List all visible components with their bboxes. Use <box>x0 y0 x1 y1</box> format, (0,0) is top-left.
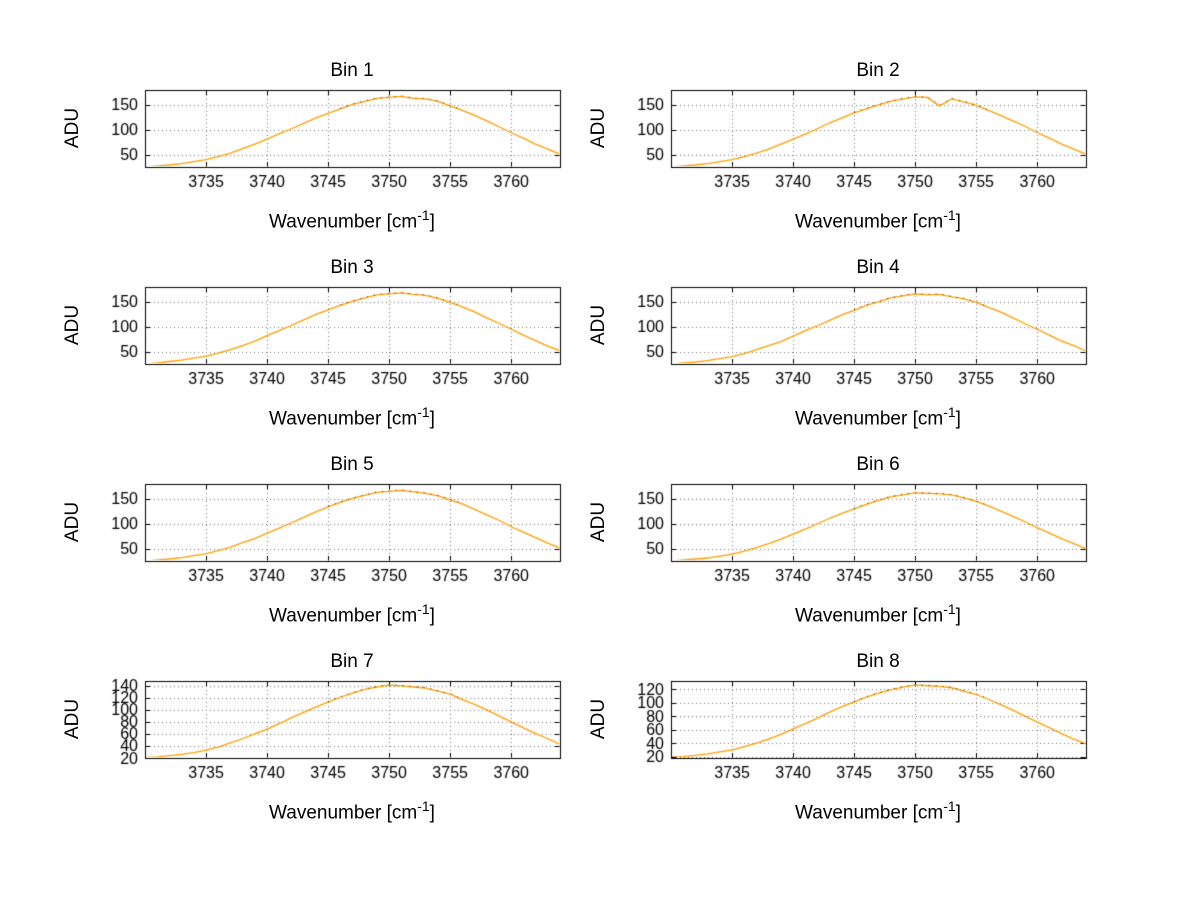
y-axis-label-bin-1: ADU <box>62 107 83 149</box>
subplot-title-bin-2: Bin 2 <box>856 60 900 81</box>
x-axis-label-close: ] <box>955 802 961 824</box>
x-axis-label-bin-7: Wavenumber [cm-1] <box>269 798 435 824</box>
y-axis-label-bin-5: ADU <box>62 501 83 543</box>
x-axis-label-superscript: -1 <box>943 404 956 420</box>
x-axis-label-text: Wavenumber [cm <box>269 408 418 430</box>
x-axis-label-bin-6: Wavenumber [cm-1] <box>795 601 961 627</box>
x-axis-label-close: ] <box>429 802 435 824</box>
subplot-title-bin-4: Bin 4 <box>856 257 900 278</box>
x-axis-label-bin-8: Wavenumber [cm-1] <box>795 798 961 824</box>
y-axis-label-bin-3: ADU <box>62 304 83 346</box>
x-axis-label-superscript: -1 <box>943 207 956 223</box>
x-axis-label-superscript: -1 <box>943 601 956 617</box>
x-axis-label-text: Wavenumber [cm <box>269 211 418 233</box>
x-axis-label-superscript: -1 <box>943 798 956 814</box>
x-axis-label-superscript: -1 <box>417 798 430 814</box>
x-axis-label-bin-1: Wavenumber [cm-1] <box>269 207 435 233</box>
y-axis-label-bin-4: ADU <box>588 304 609 346</box>
subplot-title-bin-5: Bin 5 <box>330 454 374 475</box>
x-axis-label-text: Wavenumber [cm <box>269 802 418 824</box>
y-axis-label-bin-8: ADU <box>588 698 609 740</box>
subplot-title-bin-6: Bin 6 <box>856 454 900 475</box>
x-axis-label-text: Wavenumber [cm <box>795 802 944 824</box>
subplot-title-bin-8: Bin 8 <box>856 651 900 672</box>
x-axis-label-superscript: -1 <box>417 207 430 223</box>
x-axis-label-close: ] <box>955 605 961 627</box>
x-axis-label-close: ] <box>429 605 435 627</box>
x-axis-label-close: ] <box>429 408 435 430</box>
y-axis-label-bin-7: ADU <box>62 698 83 740</box>
x-axis-label-bin-3: Wavenumber [cm-1] <box>269 404 435 430</box>
subplot-title-bin-1: Bin 1 <box>330 60 374 81</box>
x-axis-label-text: Wavenumber [cm <box>795 408 944 430</box>
x-axis-label-bin-2: Wavenumber [cm-1] <box>795 207 961 233</box>
x-axis-label-bin-5: Wavenumber [cm-1] <box>269 601 435 627</box>
y-axis-label-bin-2: ADU <box>588 107 609 149</box>
subplot-title-bin-7: Bin 7 <box>330 651 374 672</box>
x-axis-label-close: ] <box>955 408 961 430</box>
x-axis-label-superscript: -1 <box>417 404 430 420</box>
x-axis-label-close: ] <box>955 211 961 233</box>
y-axis-label-bin-6: ADU <box>588 501 609 543</box>
x-axis-label-superscript: -1 <box>417 601 430 617</box>
x-axis-label-text: Wavenumber [cm <box>269 605 418 627</box>
x-axis-label-text: Wavenumber [cm <box>795 211 944 233</box>
x-axis-label-bin-4: Wavenumber [cm-1] <box>795 404 961 430</box>
x-axis-label-close: ] <box>429 211 435 233</box>
x-axis-label-text: Wavenumber [cm <box>795 605 944 627</box>
subplot-title-bin-3: Bin 3 <box>330 257 374 278</box>
